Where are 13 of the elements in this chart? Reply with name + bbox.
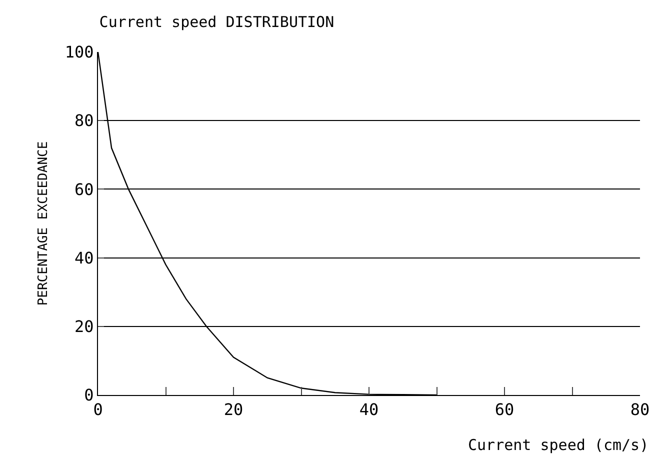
y-tick-label: 40: [74, 248, 94, 268]
x-tick-label: 80: [630, 400, 650, 420]
y-tick-label: 80: [74, 111, 94, 130]
y-tick-label: 0: [84, 386, 94, 405]
y-tick-label: 60: [74, 180, 94, 199]
y-axis-title: PERCENTAGE EXCEEDANCE: [36, 141, 51, 306]
x-tick-label: 40: [359, 400, 379, 420]
x-tick-label: 20: [224, 400, 244, 420]
y-tick-label: 100: [64, 42, 94, 62]
x-tick-label: 60: [494, 400, 514, 420]
y-tick-label: 20: [74, 317, 94, 336]
chart-title: Current speed DISTRIBUTION: [99, 12, 334, 31]
x-axis-title: Current speed (cm/s): [468, 436, 649, 454]
